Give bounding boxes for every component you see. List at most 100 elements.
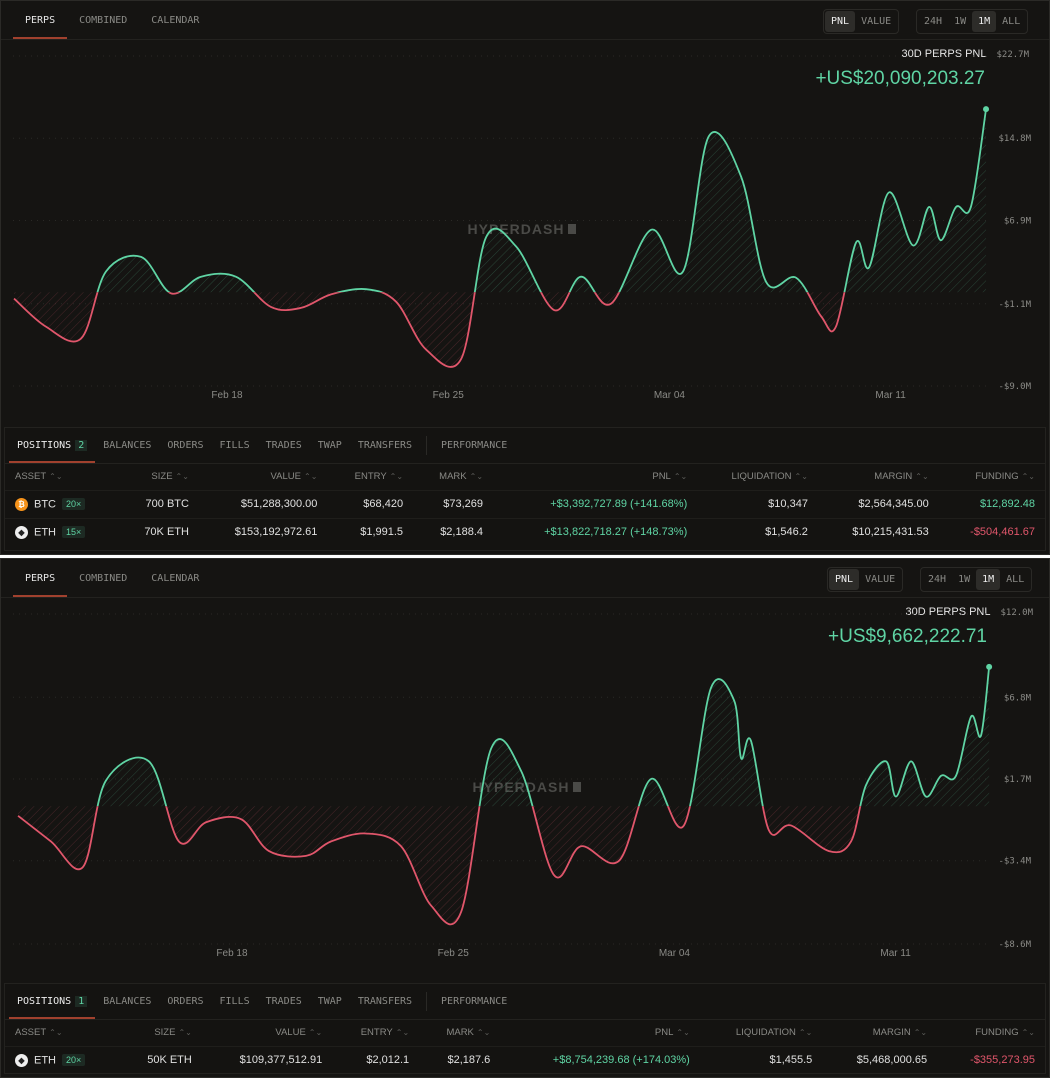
tab-transfers[interactable]: TRANSFERS [350, 428, 420, 463]
pnl-chart[interactable]: $14.8M $6.9M -$1.1M -$9.0M Feb 18 Feb 25 Mar 0… [1, 1, 1050, 421]
sort-icon: ⌃⌄ [308, 1028, 323, 1038]
tab-transfers[interactable]: TRANSFERS [350, 984, 420, 1019]
tab-label: TRADES [265, 440, 302, 451]
y-tick-label: $1.7M [1004, 775, 1032, 785]
column-label: SIZE [154, 1027, 176, 1039]
tab-fills[interactable]: FILLS [212, 428, 258, 463]
range-all-button[interactable]: ALL [1006, 574, 1025, 585]
column-value[interactable]: VALUE ⌃⌄ [202, 1020, 332, 1046]
pnl-value: +US$20,090,203.27 [815, 68, 985, 89]
tab-twap[interactable]: TWAP [310, 428, 350, 463]
sort-icon: ⌃⌄ [395, 1028, 410, 1038]
sort-icon: ⌃⌄ [469, 472, 484, 482]
column-size[interactable]: SIZE ⌃⌄ [120, 1020, 202, 1046]
tab-label: PERFORMANCE [441, 996, 508, 1007]
mode-value-button[interactable]: VALUE [865, 574, 896, 585]
divider [1, 39, 1049, 40]
asset-name[interactable]: BTC [34, 497, 56, 510]
chart-title: 30D PERPS PNL [905, 606, 991, 618]
sort-icon: ⌃⌄ [178, 1028, 192, 1038]
column-funding[interactable]: FUNDING ⌃⌄ [937, 1020, 1045, 1046]
column-margin[interactable]: MARGIN ⌃⌄ [822, 1020, 937, 1046]
column-pnl[interactable]: PNL ⌃⌄ [500, 1020, 700, 1046]
cell-funding: -$355,273.95 [937, 1045, 1045, 1074]
range-1m-button[interactable]: 1M [972, 11, 997, 32]
sort-icon: ⌃⌄ [915, 472, 929, 482]
asset-name[interactable]: ETH [34, 526, 56, 539]
mode-pnl-button[interactable]: PNL [829, 569, 860, 590]
range-1w-button[interactable]: 1W [954, 16, 967, 27]
tab-label: POSITIONS [17, 440, 72, 451]
cell-mark: $73,269 [413, 489, 494, 518]
column-entry[interactable]: ENTRY ⌃⌄ [327, 464, 413, 490]
tab-orders[interactable]: ORDERS [159, 428, 211, 463]
asset-name[interactable]: ETH [34, 1054, 56, 1067]
range-1m-button[interactable]: 1M [976, 569, 1001, 590]
x-tick-label: Feb 25 [433, 390, 465, 401]
table-row[interactable]: ₿ BTC 20× 700 BTC $51,288,300.00 $68,420 $73,2… [5, 489, 1045, 518]
column-asset[interactable]: ASSET ⌃⌄ [5, 1020, 120, 1046]
tab-balances[interactable]: BALANCES [95, 428, 159, 463]
column-label: MARGIN [872, 1027, 911, 1039]
sort-icon: ⌃⌄ [303, 472, 318, 482]
mode-pnl-button[interactable]: PNL [825, 11, 856, 32]
column-mark[interactable]: MARK ⌃⌄ [419, 1020, 500, 1046]
range-toggle: 24H 1W 1M ALL [916, 9, 1029, 34]
tab-performance[interactable]: PERFORMANCE [433, 428, 515, 463]
pnl-chart[interactable]: $6.8M $1.7M -$3.4M -$8.6M Feb 18 Feb 25 Mar 04… [1, 559, 1050, 979]
sort-icon: ⌃⌄ [673, 472, 688, 482]
tab-perps[interactable]: PERPS [13, 559, 68, 597]
tab-label: POSITIONS [17, 996, 72, 1007]
sort-icon: ⌃⌄ [49, 1028, 63, 1038]
tab-trades[interactable]: TRADES [258, 428, 310, 463]
tab-positions[interactable]: POSITIONS 2 [9, 428, 96, 463]
cell-size: 70K ETH [118, 517, 199, 546]
tab-performance[interactable]: PERFORMANCE [433, 984, 515, 1019]
column-label: ASSET [15, 471, 47, 483]
positions-tabs: POSITIONS 2 BALANCES ORDERS FILLS TRADES TWAP T… [5, 428, 1045, 464]
tab-combined[interactable]: COMBINED [79, 573, 128, 584]
mode-value-button[interactable]: VALUE [861, 16, 892, 27]
column-liquidation[interactable]: LIQUIDATION ⌃⌄ [700, 1020, 823, 1046]
mode-toggle: PNL VALUE [823, 9, 900, 34]
loss-area [18, 806, 861, 925]
range-24h-button[interactable]: 24H [928, 574, 947, 585]
profit-area [18, 666, 990, 807]
positions-card: POSITIONS 2 BALANCES ORDERS FILLS TRADES TWAP T… [4, 427, 1046, 551]
tab-label: FILLS [219, 440, 250, 451]
tab-balances[interactable]: BALANCES [95, 984, 159, 1019]
column-liquidation[interactable]: LIQUIDATION ⌃⌄ [697, 464, 818, 490]
range-all-button[interactable]: ALL [1002, 16, 1021, 27]
tab-trades[interactable]: TRADES [258, 984, 310, 1019]
column-size[interactable]: SIZE ⌃⌄ [118, 464, 199, 490]
table-row[interactable]: ◆ ETH 15× 70K ETH $153,192,972.61 $1,991.5 $2,… [5, 517, 1045, 546]
table-row[interactable]: ◆ ETH 20× 50K ETH $109,377,512.91 $2,012.1 $2,… [5, 1045, 1045, 1074]
tab-positions[interactable]: POSITIONS 1 [9, 984, 96, 1019]
view-tabs: PERPS COMBINED CALENDAR [13, 559, 211, 597]
column-pnl[interactable]: PNL ⌃⌄ [493, 464, 697, 490]
column-asset[interactable]: ASSET ⌃⌄ [5, 464, 118, 490]
tab-calendar[interactable]: CALENDAR [151, 15, 200, 26]
tab-combined[interactable]: COMBINED [79, 15, 128, 26]
column-value[interactable]: VALUE ⌃⌄ [199, 464, 327, 490]
sort-icon: ⌃⌄ [1021, 1028, 1035, 1038]
tab-label: TWAP [317, 996, 342, 1007]
positions-count-badge: 1 [75, 996, 88, 1007]
tab-calendar[interactable]: CALENDAR [151, 573, 200, 584]
column-funding[interactable]: FUNDING ⌃⌄ [939, 464, 1045, 490]
cell-funding: $12,892.48 [938, 489, 1045, 518]
tab-perps[interactable]: PERPS [13, 1, 68, 39]
column-margin[interactable]: MARGIN ⌃⌄ [818, 464, 939, 490]
y-tick-label: -$8.6M [998, 940, 1031, 950]
tab-fills[interactable]: FILLS [212, 984, 258, 1019]
bitcoin-icon: ₿ [15, 497, 28, 511]
range-1w-button[interactable]: 1W [958, 574, 971, 585]
column-entry[interactable]: ENTRY ⌃⌄ [332, 1020, 419, 1046]
column-mark[interactable]: MARK ⌃⌄ [413, 464, 493, 490]
positions-count-badge: 2 [75, 440, 88, 451]
ethereum-icon: ◆ [15, 1053, 28, 1067]
range-24h-button[interactable]: 24H [924, 16, 943, 27]
tab-twap[interactable]: TWAP [310, 984, 350, 1019]
tab-orders[interactable]: ORDERS [159, 984, 211, 1019]
column-label: VALUE [275, 1027, 306, 1039]
